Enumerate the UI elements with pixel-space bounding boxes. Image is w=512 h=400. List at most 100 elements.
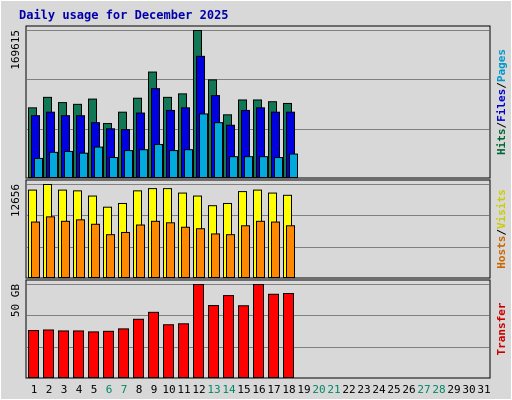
side-label-segment: Visits xyxy=(495,189,508,229)
panel-transfer-side-label: Transfer xyxy=(495,302,508,355)
day-label-18: 18 xyxy=(282,383,295,396)
day-label-9: 9 xyxy=(151,383,158,396)
bar-hits-pages-day-7 xyxy=(124,150,133,178)
day-label-21: 21 xyxy=(327,383,340,396)
panel-hits-ymax-label: 169615 xyxy=(9,30,22,70)
bar-visits-hosts-day-15 xyxy=(241,225,250,278)
day-label-16: 16 xyxy=(252,383,265,396)
day-label-28: 28 xyxy=(432,383,445,396)
bar-hits-pages-day-18 xyxy=(289,153,298,178)
bar-hits-pages-day-13 xyxy=(214,122,223,178)
day-label-30: 30 xyxy=(462,383,475,396)
bar-transfer-transfer-day-8 xyxy=(133,318,144,378)
bar-transfer-transfer-day-9 xyxy=(148,311,159,379)
side-label-segment: Hosts xyxy=(495,236,508,269)
bar-visits-hosts-day-12 xyxy=(196,228,205,279)
day-label-12: 12 xyxy=(192,383,205,396)
bar-visits-hosts-day-11 xyxy=(181,226,190,279)
bar-transfer-transfer-day-18 xyxy=(283,293,294,378)
bar-hits-pages-day-14 xyxy=(229,156,238,179)
bar-visits-hosts-day-14 xyxy=(226,234,235,279)
day-label-15: 15 xyxy=(237,383,250,396)
bar-transfer-transfer-day-13 xyxy=(208,305,219,378)
bar-hits-pages-day-1 xyxy=(34,157,43,178)
day-labels: 1 2 3 4 5 6 7 8 9 10 11 12 13 14 15 16 17 18 19 20 21 22 23 24 2… xyxy=(31,383,491,396)
bar-transfer-transfer-day-3 xyxy=(58,330,69,379)
bar-visits-hosts-day-1 xyxy=(31,221,40,278)
bar-transfer-transfer-day-2 xyxy=(43,329,54,379)
bar-transfer-transfer-day-12 xyxy=(193,284,204,378)
bar-transfer-transfer-day-7 xyxy=(118,328,129,379)
day-label-17: 17 xyxy=(267,383,280,396)
day-label-14: 14 xyxy=(222,383,236,396)
day-label-25: 25 xyxy=(387,383,400,396)
bar-transfer-transfer-day-14 xyxy=(223,295,234,379)
bar-visits-hosts-day-3 xyxy=(61,220,70,279)
bar-visits-hosts-day-17 xyxy=(271,221,280,278)
bar-visits-hosts-day-4 xyxy=(76,219,85,279)
bar-hits-pages-day-10 xyxy=(169,150,178,178)
day-label-4: 4 xyxy=(76,383,83,396)
bar-transfer-transfer-day-16 xyxy=(253,284,264,378)
panel-visits: 12656 Hosts/Visits xyxy=(9,179,508,279)
bar-transfer-transfer-day-6 xyxy=(103,330,114,379)
bar-hits-pages-day-5 xyxy=(94,146,103,178)
day-label-23: 23 xyxy=(357,383,370,396)
side-label-segment: / xyxy=(495,122,508,129)
bar-hits-pages-day-12 xyxy=(199,113,208,178)
bar-visits-hosts-day-8 xyxy=(136,224,145,279)
bar-hits-pages-day-8 xyxy=(139,149,148,179)
day-label-26: 26 xyxy=(402,383,415,396)
bar-transfer-transfer-day-10 xyxy=(163,324,174,378)
bar-visits-hosts-day-6 xyxy=(106,234,115,279)
side-label-segment: Hits xyxy=(495,129,508,156)
day-label-11: 11 xyxy=(177,383,190,396)
day-label-19: 19 xyxy=(297,383,310,396)
day-label-10: 10 xyxy=(162,383,175,396)
bar-transfer-transfer-day-1 xyxy=(28,330,39,378)
bar-hits-pages-day-2 xyxy=(49,151,58,179)
side-label-segment: / xyxy=(495,82,508,89)
bar-visits-hosts-day-10 xyxy=(166,222,175,278)
bar-hits-pages-day-3 xyxy=(64,150,73,178)
day-label-22: 22 xyxy=(342,383,355,396)
bar-visits-hosts-day-18 xyxy=(286,225,295,278)
side-label-segment: Pages xyxy=(495,49,508,82)
bar-transfer-transfer-day-15 xyxy=(238,305,249,378)
chart-title: Daily usage for December 2025 xyxy=(19,8,229,22)
bar-transfer-transfer-day-5 xyxy=(88,331,99,379)
bar-hits-pages-day-11 xyxy=(184,149,193,179)
bar-hits-pages-day-16 xyxy=(259,156,268,179)
side-label-segment: Transfer xyxy=(495,302,508,355)
bar-visits-hosts-day-5 xyxy=(91,223,100,278)
chart-panels: 169615Hits/Files/Pages12656Hosts/Visits5… xyxy=(9,25,508,379)
bar-hits-pages-day-9 xyxy=(154,143,163,178)
day-label-7: 7 xyxy=(121,383,128,396)
day-label-27: 27 xyxy=(417,383,430,396)
panel-transfer: 50 GB Transfer xyxy=(9,279,508,379)
day-label-5: 5 xyxy=(91,383,98,396)
side-label-segment: Files xyxy=(495,89,508,122)
panel-visits-side-label: Hosts/Visits xyxy=(495,189,508,269)
day-label-3: 3 xyxy=(61,383,68,396)
bar-visits-hosts-day-9 xyxy=(151,220,160,279)
day-label-29: 29 xyxy=(447,383,460,396)
bar-visits-hosts-day-13 xyxy=(211,233,220,278)
day-label-8: 8 xyxy=(136,383,143,396)
side-label-segment: / xyxy=(495,229,508,236)
day-label-20: 20 xyxy=(312,383,325,396)
day-label-6: 6 xyxy=(106,383,113,396)
day-label-1: 1 xyxy=(31,383,38,396)
bar-transfer-transfer-day-17 xyxy=(268,293,279,378)
bar-visits-hosts-day-16 xyxy=(256,220,265,279)
bar-transfer-transfer-day-11 xyxy=(178,323,189,378)
bar-transfer-transfer-day-4 xyxy=(73,330,84,379)
day-label-13: 13 xyxy=(207,383,220,396)
day-label-2: 2 xyxy=(46,383,53,396)
bar-hits-pages-day-4 xyxy=(79,152,88,178)
panel-hits-side-label: Hits/Files/Pages xyxy=(495,49,508,155)
day-label-24: 24 xyxy=(372,383,386,396)
day-label-31: 31 xyxy=(477,383,490,396)
bar-visits-hosts-day-7 xyxy=(121,231,130,279)
